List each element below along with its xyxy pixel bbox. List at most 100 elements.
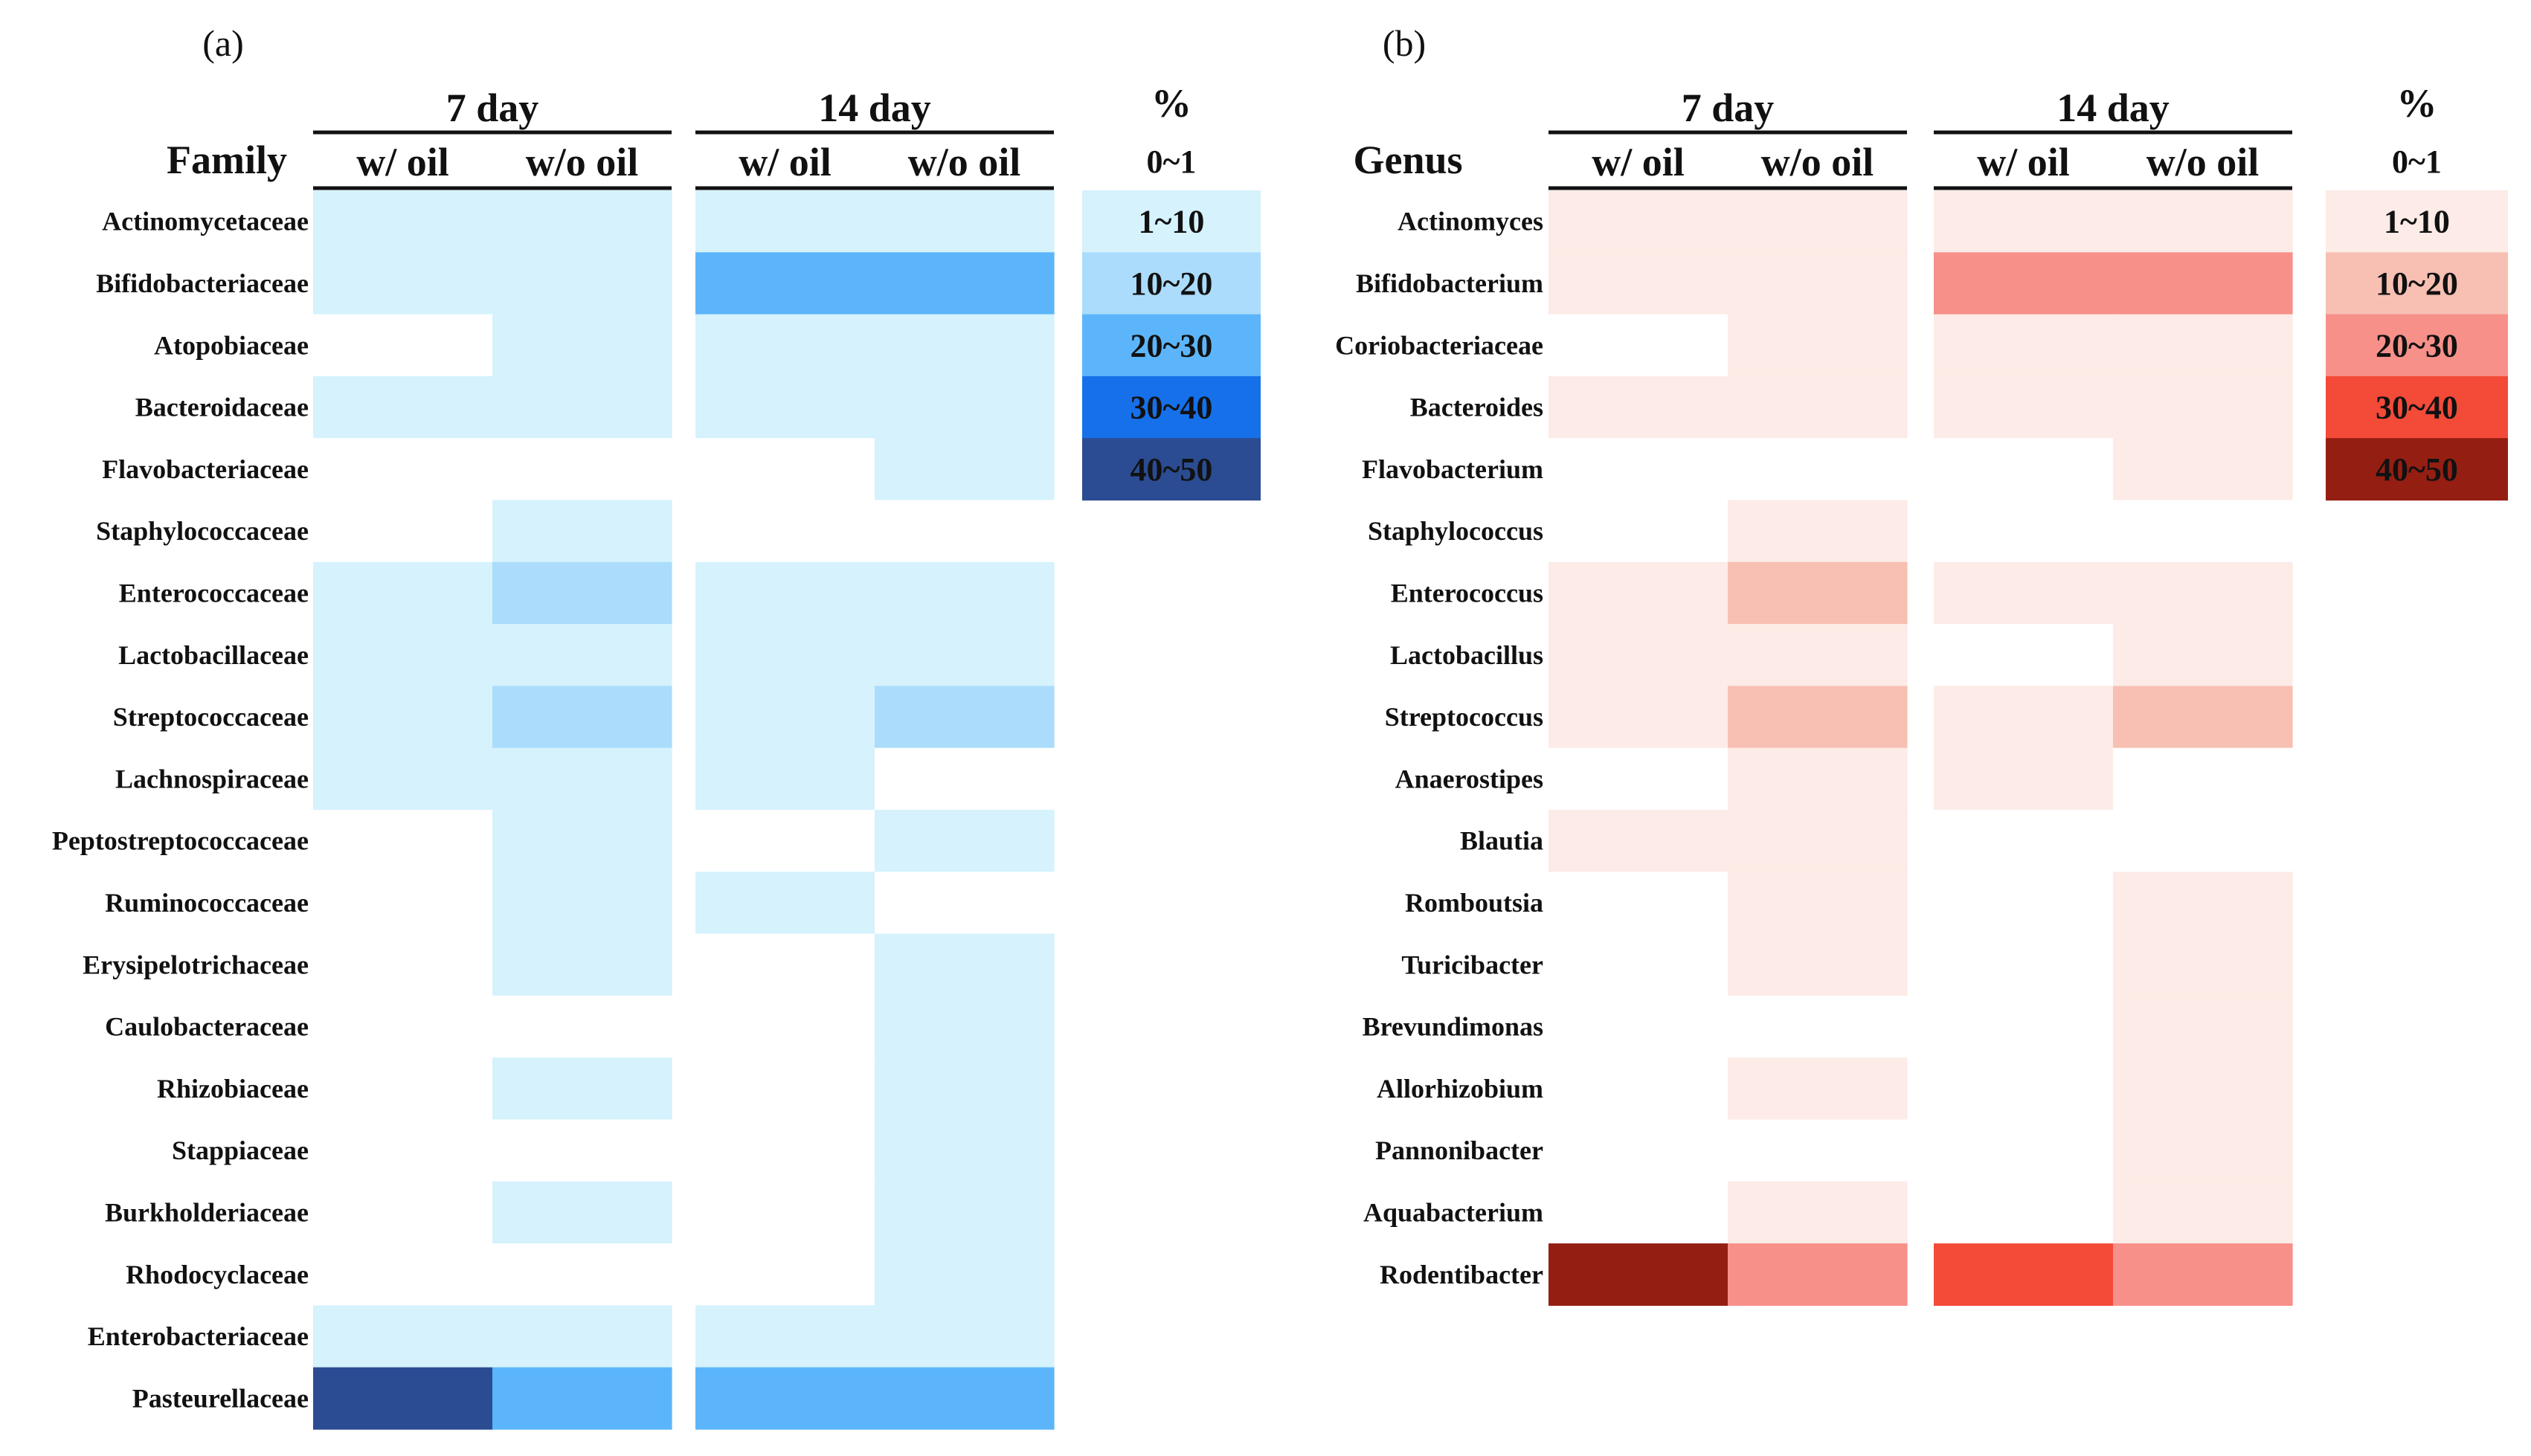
heatmap-cell: [875, 933, 1055, 996]
heatmap-cell: [695, 376, 875, 439]
heatmap-cell: [695, 995, 875, 1058]
group-title: 14 day: [818, 86, 931, 130]
heatmap-cell: [1934, 686, 2114, 749]
heatmap-cell: [875, 438, 1055, 501]
heatmap-cell: [1934, 1243, 2114, 1306]
heatmap-cell: [1728, 1181, 1908, 1244]
heatmap-cell: [695, 252, 875, 315]
legend-label: 40~50: [1131, 451, 1213, 488]
heatmap-cell: [1934, 1057, 2114, 1121]
heatmap-cell: [1934, 747, 2114, 811]
heatmap-cell: [492, 500, 672, 563]
heatmap-cell: [492, 1243, 672, 1306]
heatmap-cell: [492, 1057, 672, 1121]
row-label: Bacteroidaceae: [135, 393, 309, 422]
heatmap-cell: [313, 686, 493, 749]
heatmap-cell: [1934, 995, 2114, 1058]
heatmap-cell: [1548, 376, 1728, 439]
heatmap-cell: [1548, 190, 1728, 253]
heatmap-cell: [1548, 1243, 1728, 1306]
row-label: Anaerostipes: [1395, 764, 1543, 793]
heatmap-cell: [1934, 561, 2114, 625]
heatmap-cell: [875, 190, 1055, 253]
group-title: 7 day: [446, 86, 539, 130]
row-label: Stappiaceae: [172, 1136, 309, 1165]
heatmap-cell: [2113, 314, 2293, 377]
legend-swatch: [2326, 438, 2508, 501]
row-label: Romboutsia: [1405, 888, 1543, 918]
heatmap-cell: [1934, 1181, 2114, 1244]
legend-swatch: [1082, 252, 1261, 315]
row-label: Bacteroides: [1410, 393, 1543, 422]
heatmap-cell: [313, 1305, 493, 1368]
row-label: Rhodocyclaceae: [126, 1260, 309, 1289]
heatmap-cell: [1934, 376, 2114, 439]
heatmap-cell: [875, 810, 1055, 872]
heatmap-cell: [1548, 686, 1728, 749]
heatmap-cell: [695, 1181, 875, 1244]
heatmap-cell: [695, 500, 875, 563]
legend-label: 1~10: [2384, 204, 2450, 240]
row-header: Family: [167, 138, 287, 182]
legend-title: %: [2397, 81, 2437, 126]
heatmap-cell: [1548, 933, 1728, 996]
column-title: w/ oil: [1592, 140, 1685, 184]
column-title: w/o oil: [526, 140, 639, 184]
row-label: Blautia: [1460, 826, 1543, 856]
panel-label: (b): [1383, 22, 1426, 64]
row-label: Turicibacter: [1401, 950, 1543, 979]
heatmap-cell: [313, 1181, 493, 1244]
heatmap-cell: [313, 1367, 493, 1430]
heatmap-cell: [875, 747, 1055, 811]
row-label: Lactobacillaceae: [118, 640, 309, 670]
heatmap-cell: [695, 810, 875, 872]
heatmap-cell: [313, 190, 493, 253]
heatmap-cell: [875, 376, 1055, 439]
heatmap-cell: [2113, 747, 2293, 811]
heatmap-cell: [492, 376, 672, 439]
heatmap-cell: [313, 1119, 493, 1182]
legend-label: 40~50: [2376, 451, 2458, 488]
heatmap-cell: [313, 933, 493, 996]
row-label: Flavobacteriaceae: [102, 454, 309, 484]
heatmap-cell: [695, 686, 875, 749]
heatmap-cell: [492, 624, 672, 686]
heatmap-cell: [1548, 747, 1728, 811]
row-label: Enterobacteriaceae: [88, 1321, 309, 1351]
row-label: Erysipelotrichaceae: [83, 950, 309, 979]
heatmap-cell: [1728, 1119, 1908, 1182]
row-label: Burkholderiaceae: [105, 1197, 309, 1227]
heatmap-cell: [1548, 314, 1728, 377]
heatmap-cell: [2113, 810, 2293, 872]
panel-label: (a): [202, 22, 244, 64]
legend-label: 10~20: [2376, 265, 2458, 302]
heatmap-cell: [2113, 1243, 2293, 1306]
legend-swatch: [2326, 190, 2508, 253]
legend-swatch: [2326, 314, 2508, 377]
heatmap-cell: [875, 1367, 1055, 1430]
heatmap-cell: [2113, 376, 2293, 439]
heatmap-cell: [492, 686, 672, 749]
row-label: Flavobacterium: [1362, 454, 1543, 484]
row-label: Lachnospiraceae: [115, 764, 309, 793]
heatmap-cell: [875, 872, 1055, 935]
row-label: Brevundimonas: [1363, 1012, 1543, 1042]
heatmap-cell: [313, 314, 493, 377]
row-label: Aquabacterium: [1363, 1197, 1543, 1227]
row-label: Rhizobiaceae: [157, 1074, 309, 1104]
heatmap-cell: [695, 1057, 875, 1121]
row-label: Peptostreptococcaceae: [52, 826, 309, 856]
heatmap-cell: [313, 1243, 493, 1306]
row-label: Coriobacteriaceae: [1335, 330, 1543, 360]
row-label: Caulobacteraceae: [105, 1012, 309, 1042]
legend-label: 10~20: [1131, 265, 1213, 302]
heatmap-cell: [492, 872, 672, 935]
legend-swatch: [1082, 190, 1261, 253]
heatmap-cell: [1934, 500, 2114, 563]
heatmap-cell: [1548, 252, 1728, 315]
heatmap-cell: [1728, 624, 1908, 686]
heatmap-cell: [313, 252, 493, 315]
heatmap-cell: [2113, 1057, 2293, 1121]
row-label: Enterococcaceae: [119, 578, 309, 608]
heatmap-cell: [313, 747, 493, 811]
